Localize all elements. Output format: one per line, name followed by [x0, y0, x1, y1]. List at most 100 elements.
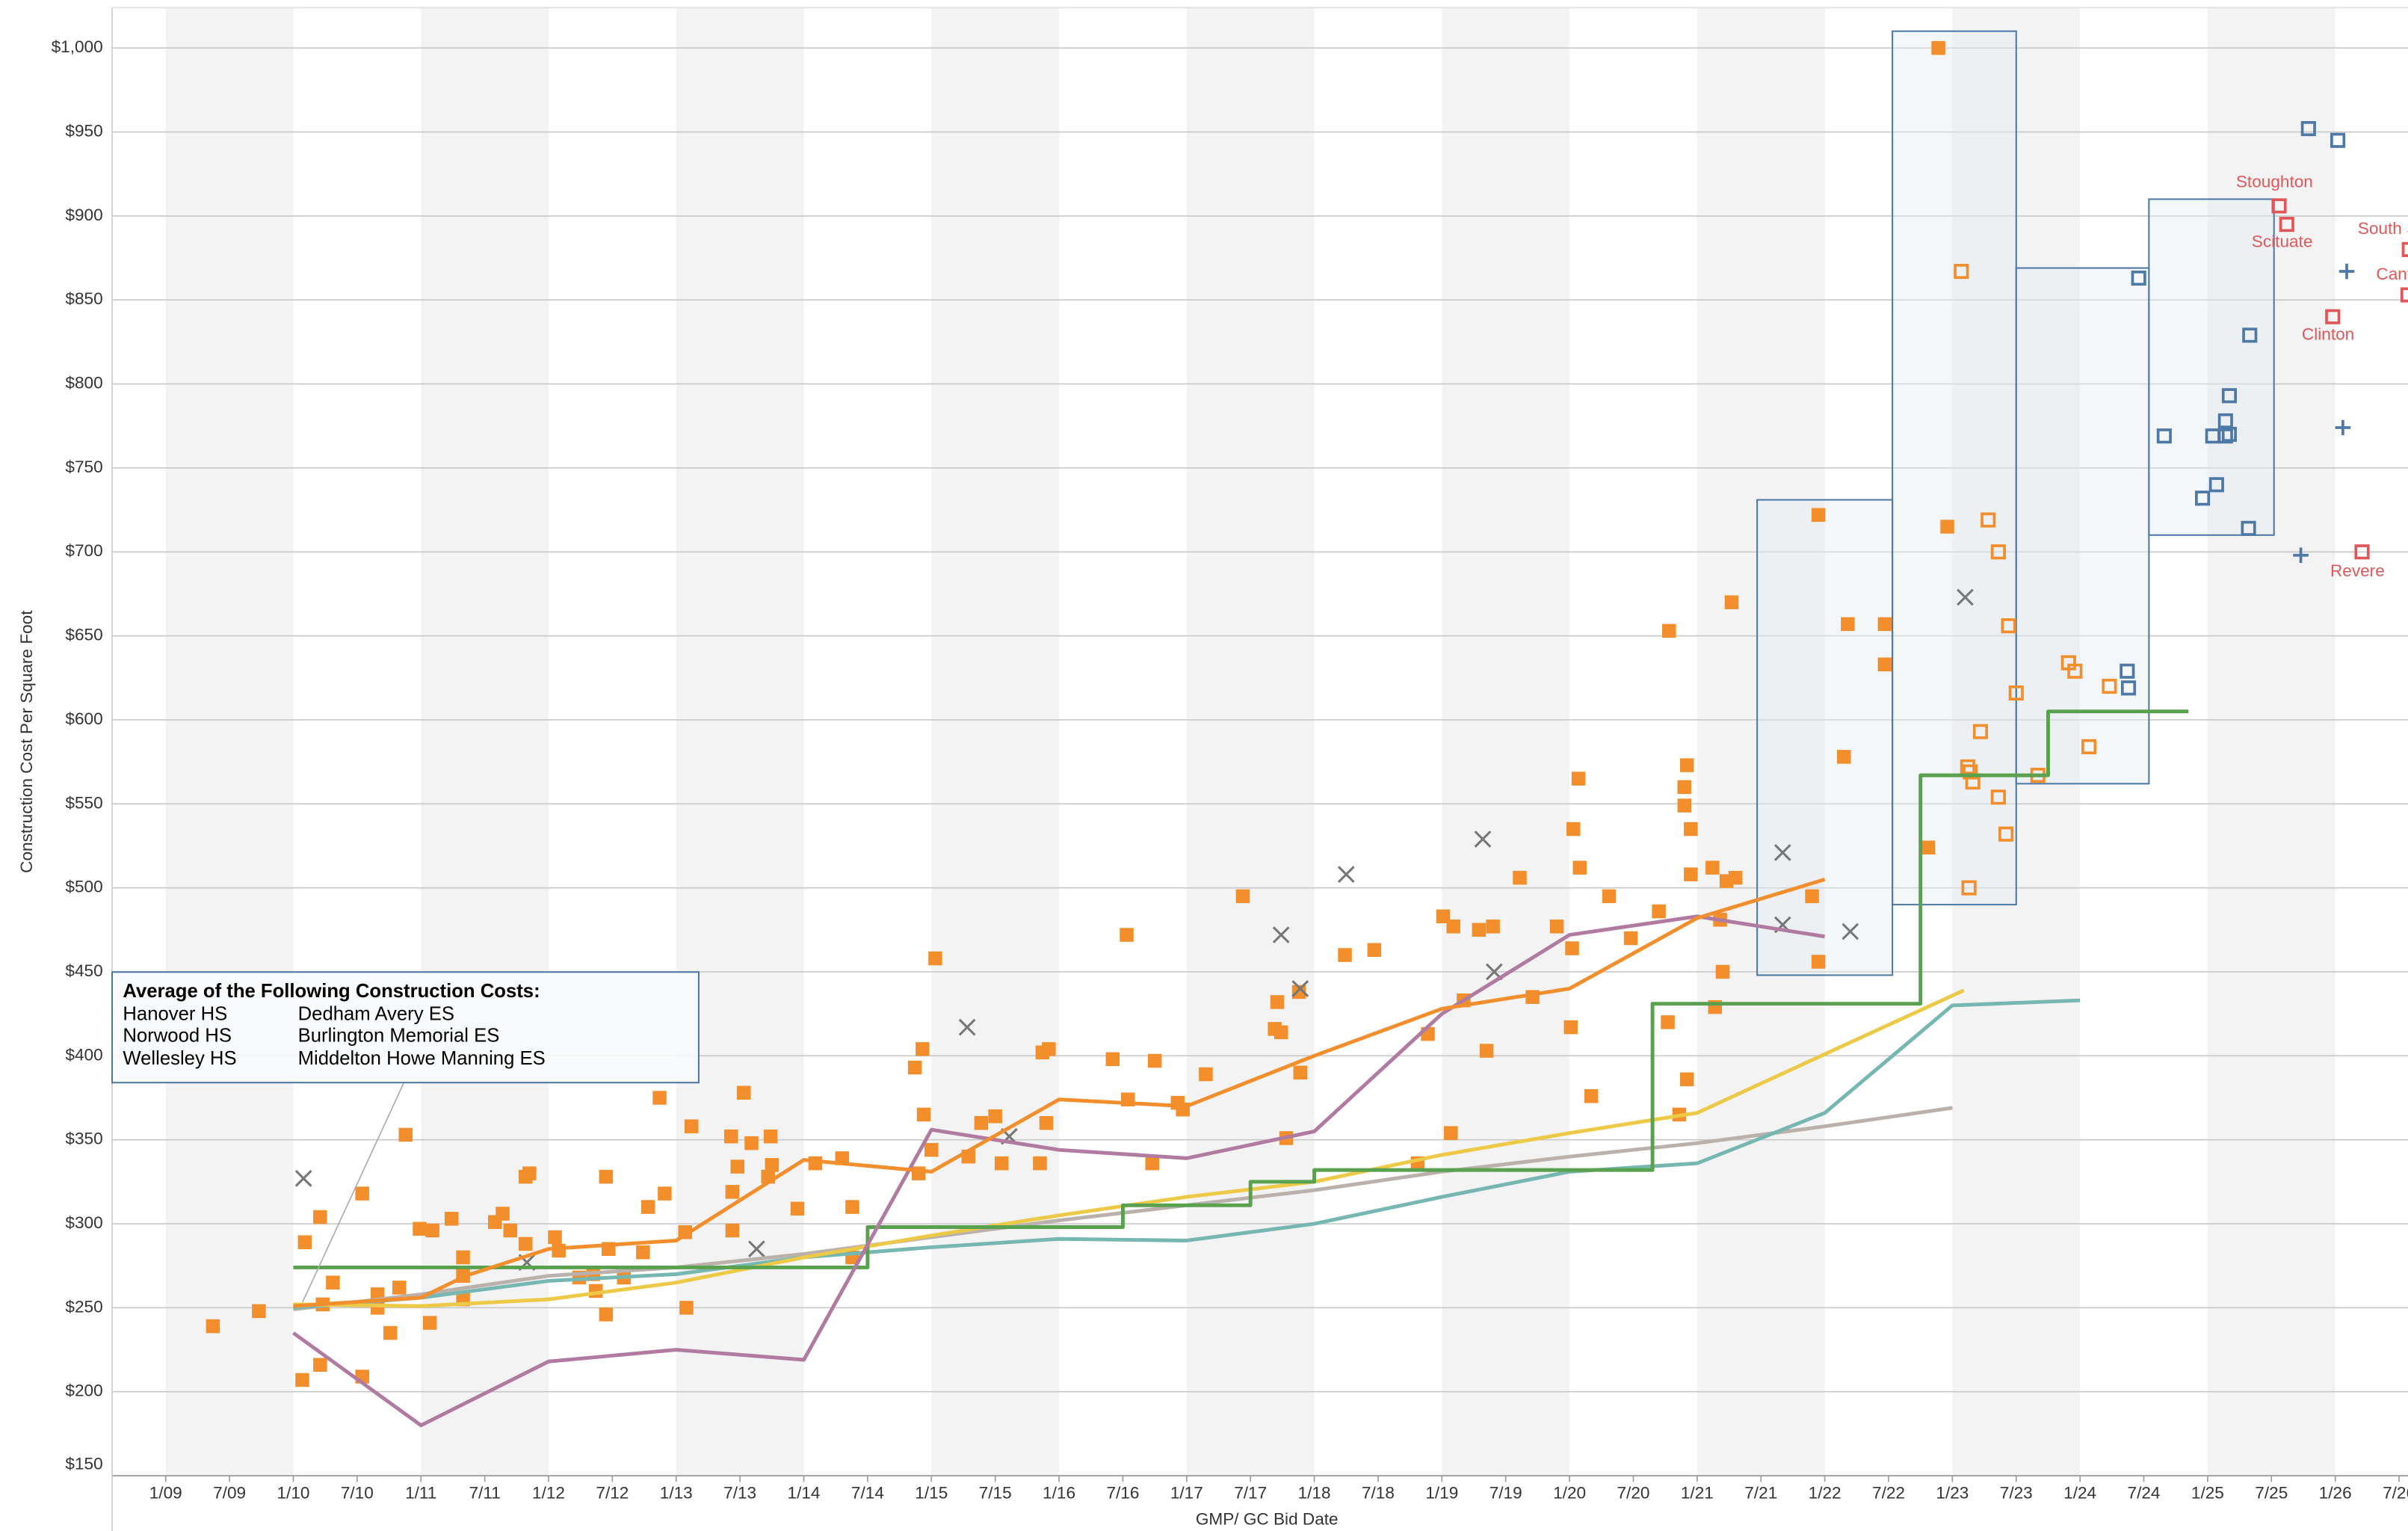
point	[2338, 263, 2355, 280]
point	[425, 1223, 439, 1238]
y-tick-label: $350	[65, 1130, 102, 1148]
point	[725, 1185, 740, 1199]
y-axis-title: Construction Cost Per Square Foot	[17, 610, 36, 873]
point	[206, 1319, 220, 1334]
x-tick-label: 1/14	[788, 1484, 821, 1503]
line	[292, 914, 1826, 1428]
point	[747, 1240, 765, 1258]
year-band	[165, 7, 294, 1476]
point	[1446, 919, 1460, 934]
point	[1877, 657, 1892, 672]
point	[1572, 860, 1587, 875]
point	[599, 1169, 614, 1184]
point	[2217, 428, 2233, 444]
point	[1274, 1025, 1288, 1040]
year-band	[421, 7, 549, 1476]
x-tick-label: 1/09	[149, 1484, 182, 1503]
point	[1652, 904, 1666, 919]
point	[2081, 739, 2097, 754]
point	[422, 1316, 437, 1330]
point	[2401, 241, 2408, 257]
x-tick-label: 7/15	[979, 1484, 1012, 1503]
point	[1877, 617, 1892, 632]
point	[398, 1127, 413, 1142]
point	[294, 1169, 312, 1187]
point	[763, 1129, 778, 1144]
point	[1841, 617, 1855, 632]
point	[1931, 40, 1945, 55]
point	[1602, 889, 1617, 904]
point	[456, 1250, 470, 1265]
y-tick-label: $300	[65, 1213, 102, 1232]
year-band	[2207, 7, 2336, 1476]
x-tick-label: 1/11	[405, 1484, 436, 1503]
x-tick-label: 1/21	[1681, 1484, 1714, 1503]
point	[2242, 327, 2258, 343]
x-tick-label: 7/20	[1617, 1484, 1649, 1503]
point-label: Revere	[2330, 561, 2385, 580]
point	[1677, 798, 1692, 813]
point	[2354, 544, 2370, 560]
point	[1513, 870, 1527, 885]
point	[1563, 1020, 1578, 1035]
point	[1337, 866, 1355, 884]
point	[744, 1136, 759, 1150]
point	[1566, 822, 1581, 837]
y-tick-label: $500	[65, 878, 102, 896]
point	[1444, 1126, 1458, 1140]
point	[2400, 287, 2408, 303]
point	[2221, 388, 2238, 404]
y-tick-label: $550	[65, 793, 102, 812]
point	[1957, 588, 1974, 606]
point	[994, 1156, 1009, 1171]
point	[313, 1210, 327, 1225]
point	[2120, 680, 2137, 696]
point	[1998, 826, 2014, 842]
y-tick-label: $600	[65, 709, 102, 728]
point	[1724, 595, 1739, 609]
point	[2325, 309, 2341, 324]
point	[2271, 198, 2287, 214]
x-tick-label: 7/25	[2255, 1484, 2288, 1503]
point	[845, 1200, 859, 1214]
point	[413, 1222, 427, 1236]
range-box	[2015, 267, 2150, 785]
x-tick-label: 7/10	[341, 1484, 374, 1503]
annotation-leader	[302, 1082, 405, 1303]
point	[1679, 758, 1694, 772]
annotation-item: Dedham Avery ES	[298, 1004, 454, 1025]
point	[1963, 764, 1978, 780]
point	[1584, 1089, 1599, 1103]
point	[808, 1156, 823, 1171]
annotation-item: Wellesley HS	[123, 1048, 236, 1069]
x-tick-label: 7/26	[2383, 1484, 2408, 1503]
point	[1836, 750, 1851, 764]
point	[1367, 943, 1382, 958]
year-band	[1442, 7, 1570, 1476]
year-band	[931, 7, 1060, 1476]
y-tick-label: $800	[65, 374, 102, 392]
point	[640, 1200, 655, 1214]
point	[1705, 860, 1720, 875]
x-tick-label: 1/15	[915, 1484, 948, 1503]
annotation-item: Burlington Memorial ES	[298, 1025, 500, 1046]
grid: $150 $200 $250 $300 $350 $400 $450 $500 $550 $600…	[52, 7, 2408, 1531]
point	[723, 1129, 738, 1144]
y-tick-label: $200	[65, 1381, 102, 1400]
y-tick-label: $900	[65, 206, 102, 224]
point	[1293, 1065, 1308, 1080]
marks: Stoughton Scituate South Shore Canton Clinto…	[206, 30, 2408, 1428]
annotation-title: Average of the Following Construction Co…	[123, 981, 540, 1002]
point	[2208, 477, 2224, 493]
point	[2195, 490, 2211, 506]
annotation-item: Norwood HS	[123, 1025, 232, 1046]
point	[652, 1091, 667, 1105]
point	[1147, 1053, 1162, 1068]
point	[326, 1275, 340, 1290]
x-tick-label: 1/26	[2319, 1484, 2352, 1503]
x-tick-label: 1/23	[1936, 1484, 1969, 1503]
x-tick-label: 7/12	[596, 1484, 629, 1503]
point-label: Stoughton	[2236, 173, 2313, 191]
line	[293, 709, 2189, 1269]
